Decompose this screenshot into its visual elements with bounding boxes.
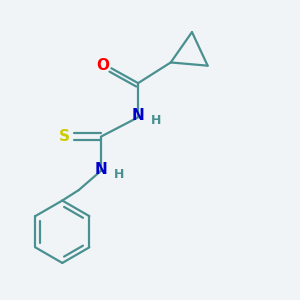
Text: O: O (97, 58, 110, 74)
Text: H: H (152, 114, 162, 128)
Text: N: N (94, 162, 107, 177)
Text: H: H (114, 168, 124, 181)
Text: S: S (59, 129, 70, 144)
Text: N: N (132, 108, 145, 123)
